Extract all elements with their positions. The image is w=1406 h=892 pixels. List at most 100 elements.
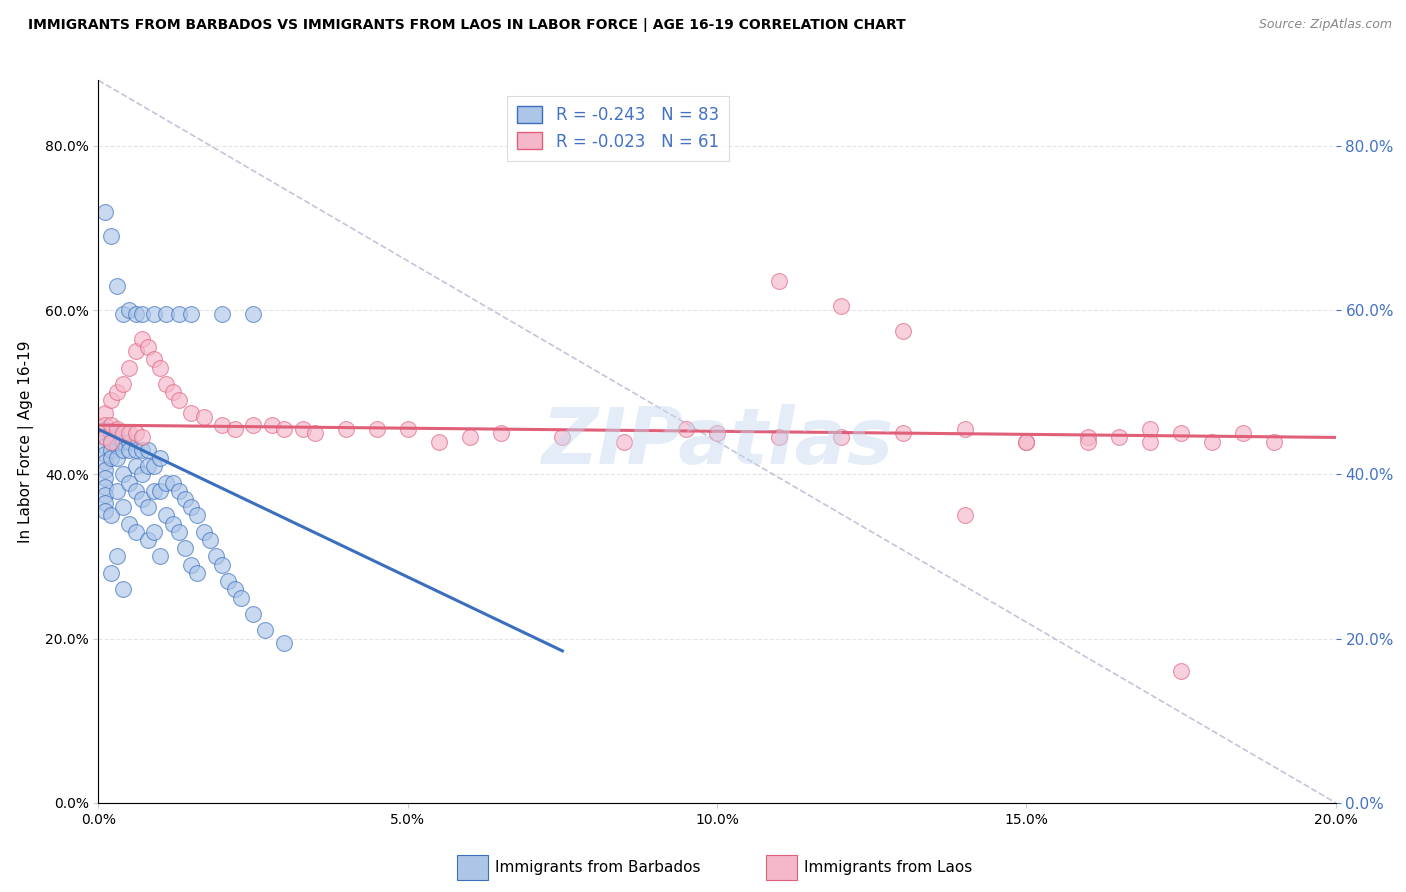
Point (489, 426, 512, 441)
Point (1077, 430, 1099, 444)
Point (335, 422, 357, 436)
Point (143, 352, 166, 367)
Point (768, 430, 790, 444)
Point (155, 475, 177, 490)
Point (100, 442, 122, 457)
Point (100, 434, 122, 449)
Point (211, 558, 233, 572)
Point (143, 483, 166, 498)
Point (180, 558, 202, 572)
Point (105, 385, 128, 400)
Point (100, 426, 122, 441)
Point (155, 377, 177, 392)
Point (768, 275, 790, 289)
Point (180, 307, 202, 321)
Point (112, 467, 135, 482)
Point (100, 229, 122, 244)
Point (706, 426, 728, 441)
Point (149, 483, 172, 498)
Point (211, 307, 233, 321)
Point (304, 426, 326, 441)
Point (155, 307, 177, 321)
Point (131, 332, 153, 346)
Point (1139, 434, 1161, 449)
Point (131, 467, 153, 482)
Point (136, 533, 159, 547)
Legend: R = -0.243   N = 83, R = -0.023   N = 61: R = -0.243 N = 83, R = -0.023 N = 61 (508, 95, 728, 161)
Point (1263, 434, 1285, 449)
Point (217, 574, 239, 588)
Point (93, 463, 115, 477)
Point (100, 393, 122, 408)
Point (93, 488, 115, 502)
Point (112, 434, 135, 449)
Point (105, 278, 128, 293)
Point (155, 508, 177, 523)
Point (143, 459, 166, 474)
Point (458, 430, 481, 444)
Point (93, 480, 115, 494)
Point (613, 434, 636, 449)
Point (118, 426, 141, 441)
Point (105, 483, 128, 498)
Point (830, 299, 852, 313)
Point (1201, 434, 1223, 449)
Point (124, 524, 146, 539)
Point (675, 422, 697, 436)
Point (93, 439, 115, 453)
Point (891, 324, 914, 338)
Point (167, 393, 190, 408)
Text: Immigrants from Laos: Immigrants from Laos (804, 861, 973, 875)
Point (100, 418, 122, 433)
Point (118, 434, 141, 449)
Point (124, 344, 146, 359)
Point (118, 516, 141, 531)
Point (242, 418, 264, 433)
Point (143, 524, 166, 539)
Point (551, 430, 574, 444)
Point (229, 591, 252, 605)
Point (162, 385, 184, 400)
Point (100, 450, 122, 465)
Point (118, 442, 141, 457)
Point (273, 636, 295, 650)
Point (193, 524, 215, 539)
Point (93, 471, 115, 485)
Point (136, 500, 159, 515)
Point (143, 307, 166, 321)
Point (124, 442, 146, 457)
Point (224, 582, 246, 597)
Point (162, 475, 184, 490)
Point (105, 439, 128, 453)
Point (118, 475, 141, 490)
Text: Immigrants from Barbados: Immigrants from Barbados (495, 861, 700, 875)
Point (224, 422, 246, 436)
Point (105, 450, 128, 465)
Point (1077, 434, 1099, 449)
Point (953, 508, 976, 523)
Y-axis label: In Labor Force | Age 16-19: In Labor Force | Age 16-19 (18, 340, 34, 543)
Point (193, 409, 215, 424)
Point (124, 483, 146, 498)
Point (93, 430, 115, 444)
Point (112, 442, 135, 457)
Point (396, 422, 419, 436)
Point (180, 500, 202, 515)
Point (198, 533, 221, 547)
Point (100, 434, 122, 449)
Point (427, 434, 450, 449)
Point (93, 418, 115, 433)
Point (167, 524, 190, 539)
Point (273, 422, 295, 436)
Point (149, 450, 172, 465)
Point (167, 307, 190, 321)
Point (112, 307, 135, 321)
Point (1108, 430, 1130, 444)
Point (953, 422, 976, 436)
Point (186, 508, 208, 523)
Point (124, 459, 146, 474)
Point (93, 406, 115, 420)
Point (93, 422, 115, 436)
Point (366, 422, 388, 436)
Point (112, 426, 135, 441)
